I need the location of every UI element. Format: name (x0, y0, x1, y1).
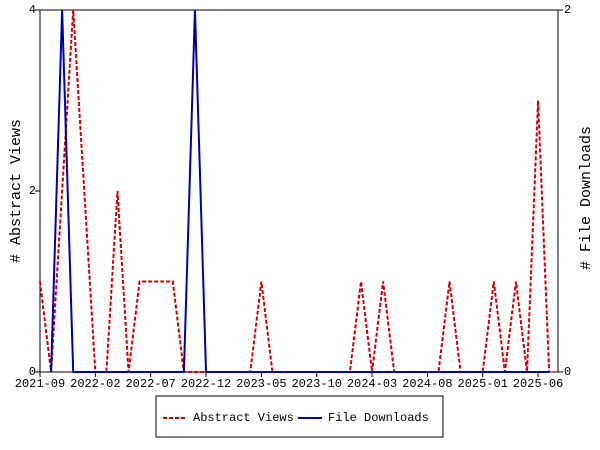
y-tick-label: 0 (29, 365, 36, 379)
x-tick-label: 2024-08 (402, 377, 452, 391)
line (39, 9, 551, 373)
y2-axis-title: # File Downloads (578, 126, 595, 270)
legend-label: Abstract Views (193, 411, 294, 425)
x-tick-label: 2025-01 (458, 377, 508, 391)
x-tick-label: 2023-10 (291, 377, 341, 391)
y2-tick-label: 2 (564, 3, 571, 17)
x-tick-label: 2022-07 (125, 377, 175, 391)
x-tick-label: 2023-05 (236, 377, 286, 391)
legend (155, 395, 444, 438)
y-tick-label: 2 (29, 184, 36, 198)
y-axis-title: # Abstract Views (8, 119, 25, 263)
x-tick-label: 2021-09 (15, 377, 65, 391)
x-tick-label: 2022-12 (181, 377, 231, 391)
x-tick-label: 2025-06 (513, 377, 563, 391)
y2-tick-label: 0 (564, 365, 571, 379)
x-tick-label: 2024-03 (347, 377, 397, 391)
line (50, 9, 550, 373)
y-tick-label: 4 (29, 3, 36, 17)
legend-label: File Downloads (328, 411, 429, 425)
x-tick-label: 2022-02 (70, 377, 120, 391)
